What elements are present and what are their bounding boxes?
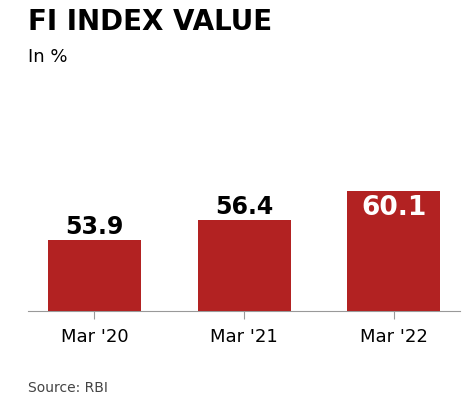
- Text: Source: RBI: Source: RBI: [28, 381, 109, 395]
- Text: 56.4: 56.4: [215, 195, 273, 219]
- Bar: [48, 240, 141, 399]
- Text: FI INDEX VALUE: FI INDEX VALUE: [28, 8, 273, 36]
- Bar: [198, 220, 291, 399]
- Bar: [347, 191, 440, 399]
- Text: 53.9: 53.9: [65, 215, 124, 239]
- Text: 60.1: 60.1: [361, 195, 427, 221]
- Text: In %: In %: [28, 48, 68, 66]
